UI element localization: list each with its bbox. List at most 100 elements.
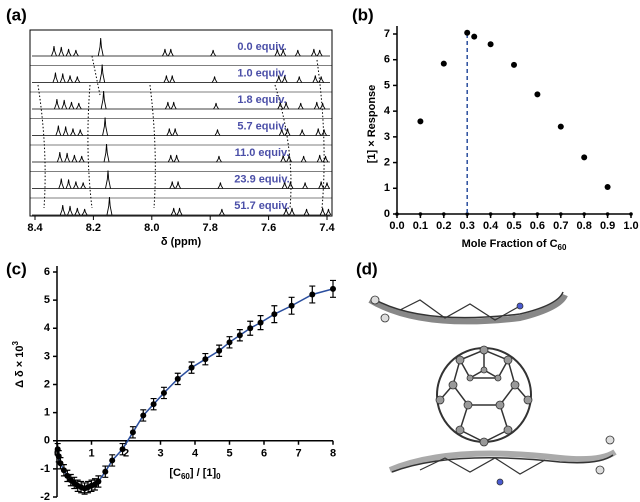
point: [140, 412, 146, 418]
axis-dot: [536, 212, 540, 216]
peak: [320, 208, 325, 215]
peak: [106, 171, 111, 189]
x-tick-label: 0.8: [577, 220, 592, 232]
point: [57, 460, 63, 466]
x-tick-label: 0.9: [600, 220, 615, 232]
peak: [59, 179, 64, 189]
y-tick-label: 4: [44, 322, 51, 334]
axis-label: [1] × Response: [366, 85, 378, 164]
peak: [320, 103, 325, 109]
peak: [319, 77, 324, 83]
peak: [325, 183, 330, 189]
x-tick-label: 8: [330, 448, 336, 460]
peak: [301, 156, 306, 162]
axis-label-part: Mole Fraction of C: [462, 238, 558, 250]
x-tick-label: 8.4: [27, 222, 43, 234]
figure: (a) (b) (c) (d) 8.48.28.07.87.67.4δ (ppm…: [0, 0, 640, 502]
point: [102, 469, 108, 475]
point: [534, 91, 540, 97]
y-tick-label: -2: [40, 491, 50, 502]
point: [175, 376, 181, 382]
peak: [317, 155, 322, 162]
axis-dot: [559, 212, 563, 216]
axis-label-part: [C: [169, 467, 181, 479]
peak: [319, 182, 324, 189]
point: [227, 339, 233, 345]
panel-label: (d): [356, 259, 378, 278]
x-tick-label: 7.8: [203, 222, 218, 234]
peak: [304, 209, 309, 215]
point: [95, 479, 101, 485]
peak: [211, 50, 216, 56]
peak: [98, 38, 103, 56]
peak: [167, 129, 172, 136]
peak: [107, 197, 112, 215]
y-tick-label: 3: [384, 131, 390, 143]
x-tick-label: 8.2: [86, 222, 101, 234]
x-tick-label: 7.6: [261, 222, 276, 234]
peak: [316, 129, 321, 136]
peak: [170, 76, 175, 83]
axis-label-part: 0: [216, 472, 221, 481]
axis-dot: [395, 212, 399, 216]
point: [247, 325, 253, 331]
panel-label: (b): [352, 5, 374, 24]
y-tick-label: 5: [384, 79, 390, 91]
x-tick-label: 0.5: [506, 220, 521, 232]
peak: [66, 49, 71, 56]
peak: [289, 208, 294, 215]
peak: [51, 46, 56, 56]
panel-label: (c): [6, 259, 27, 278]
peak: [103, 118, 108, 136]
y-tick-label: 2: [384, 156, 390, 168]
axis-label: Mole Fraction of C60: [462, 238, 567, 252]
peak: [68, 76, 73, 83]
point: [237, 332, 243, 338]
y-tick-label: 5: [44, 294, 50, 306]
peak: [79, 156, 84, 162]
y-tick-label: 0: [44, 435, 50, 447]
peak: [59, 47, 64, 56]
peak: [54, 99, 59, 109]
x-tick-label: 0.2: [436, 220, 451, 232]
peak: [73, 50, 78, 56]
peak: [65, 153, 70, 162]
peak: [171, 102, 176, 109]
axis-label-part: 3: [11, 341, 20, 346]
point: [271, 311, 277, 317]
x-tick-label: 0.0: [389, 220, 404, 232]
y-tick-label: 1: [44, 407, 50, 419]
peak: [53, 73, 58, 83]
axis-dot: [512, 212, 516, 216]
peak: [314, 102, 319, 109]
legend-label: 23.9 equiv.: [234, 173, 289, 185]
peak: [57, 152, 62, 162]
peak: [66, 180, 71, 189]
peak: [78, 130, 83, 136]
peak: [60, 74, 65, 83]
point: [464, 30, 470, 36]
point: [511, 62, 517, 68]
axis-label-part: Δ δ × 10: [14, 346, 26, 388]
x-tick-label: 0.4: [483, 220, 499, 232]
peak: [76, 103, 81, 109]
legend-label: 51.7 equiv.: [234, 200, 289, 212]
y-tick-label: 7: [384, 28, 390, 40]
peak: [104, 144, 109, 162]
point: [309, 292, 315, 298]
peak: [313, 76, 318, 83]
peak: [171, 208, 176, 215]
peak: [168, 155, 173, 162]
peak: [164, 76, 169, 83]
peak: [168, 49, 173, 56]
y-tick-label: 1: [384, 182, 390, 194]
point: [581, 154, 587, 160]
legend-label: 1.0 equiv.: [237, 67, 286, 79]
y-tick-label: 0: [384, 208, 390, 220]
peak: [72, 155, 77, 162]
point: [189, 365, 195, 371]
peak: [317, 50, 322, 56]
peak: [326, 209, 331, 215]
x-tick-label: 7.4: [319, 222, 335, 234]
peak: [215, 130, 220, 136]
